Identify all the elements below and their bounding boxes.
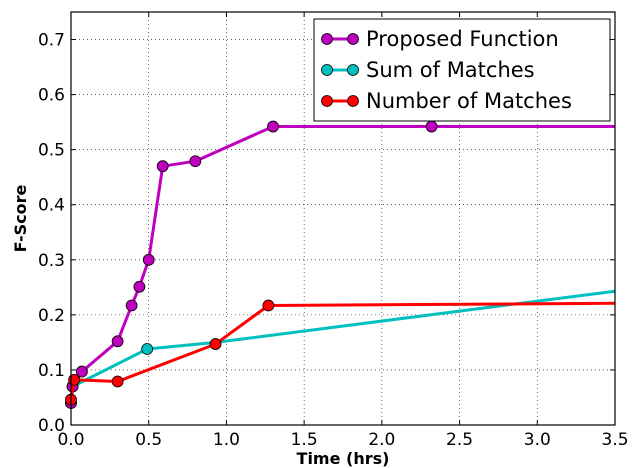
y-axis-label: F-Score (11, 184, 30, 252)
ticks: 0.0 0.5 1.0 1.5 2.0 2.5 3.0 3.5 0.0 0.1 0.2 0.3 0.4 0… (38, 12, 629, 450)
legend: Proposed Function Sum of Matches Number of… (313, 18, 611, 122)
y-tick-label: 0.4 (38, 196, 65, 216)
x-tick-label: 2.0 (368, 430, 395, 450)
y-tick-label: 0.5 (38, 141, 65, 161)
x-axis-label: Time (hrs) (297, 449, 390, 468)
plot-frame (70, 11, 616, 426)
data-point (125, 299, 138, 312)
series-1 (65, 289, 616, 409)
series-line (69, 125, 615, 404)
y-tick-label: 0.6 (38, 86, 65, 106)
y-tick-label: 0.2 (38, 306, 65, 326)
legend-marker (347, 33, 359, 45)
y-tick-label: 0.7 (38, 31, 65, 51)
x-tick-label: 1.5 (291, 430, 318, 450)
data-point (75, 365, 88, 378)
data-point (156, 160, 169, 173)
x-tick-label: 0.0 (57, 430, 84, 450)
data-point (425, 120, 438, 133)
legend-marker (321, 95, 333, 107)
legend-entry: Proposed Function (321, 27, 559, 51)
y-tick-label: 0.3 (38, 251, 65, 271)
x-tick-label: 1.0 (213, 430, 240, 450)
data-point (189, 155, 202, 168)
y-tick-label: 0.0 (38, 416, 65, 436)
data-point (262, 299, 275, 312)
data-point (133, 280, 146, 293)
series-line (69, 301, 616, 400)
y-tick-label: 0.1 (38, 361, 65, 381)
series-layer (65, 120, 616, 409)
legend-label: Sum of Matches (366, 58, 535, 82)
data-point (141, 343, 154, 355)
x-tick-label: 3.5 (601, 430, 628, 450)
legend-marker (321, 64, 333, 76)
legend-entry: Sum of Matches (321, 58, 535, 82)
data-point (111, 335, 124, 348)
x-tick-label: 0.5 (135, 430, 162, 450)
legend-entry: Number of Matches (321, 89, 572, 113)
x-tick-label: 3.0 (524, 430, 551, 450)
data-point (111, 375, 124, 388)
legend-marker (347, 95, 359, 107)
legend-label: Proposed Function (366, 27, 559, 51)
x-tick-label: 2.5 (446, 430, 473, 450)
legend-marker (347, 64, 359, 76)
series-0 (65, 120, 615, 409)
data-point (209, 338, 222, 350)
legend-marker (321, 33, 333, 45)
data-point (267, 120, 279, 133)
legend-box (313, 18, 611, 122)
legend-label: Number of Matches (366, 89, 572, 113)
data-point (68, 373, 81, 386)
data-point (142, 253, 155, 266)
